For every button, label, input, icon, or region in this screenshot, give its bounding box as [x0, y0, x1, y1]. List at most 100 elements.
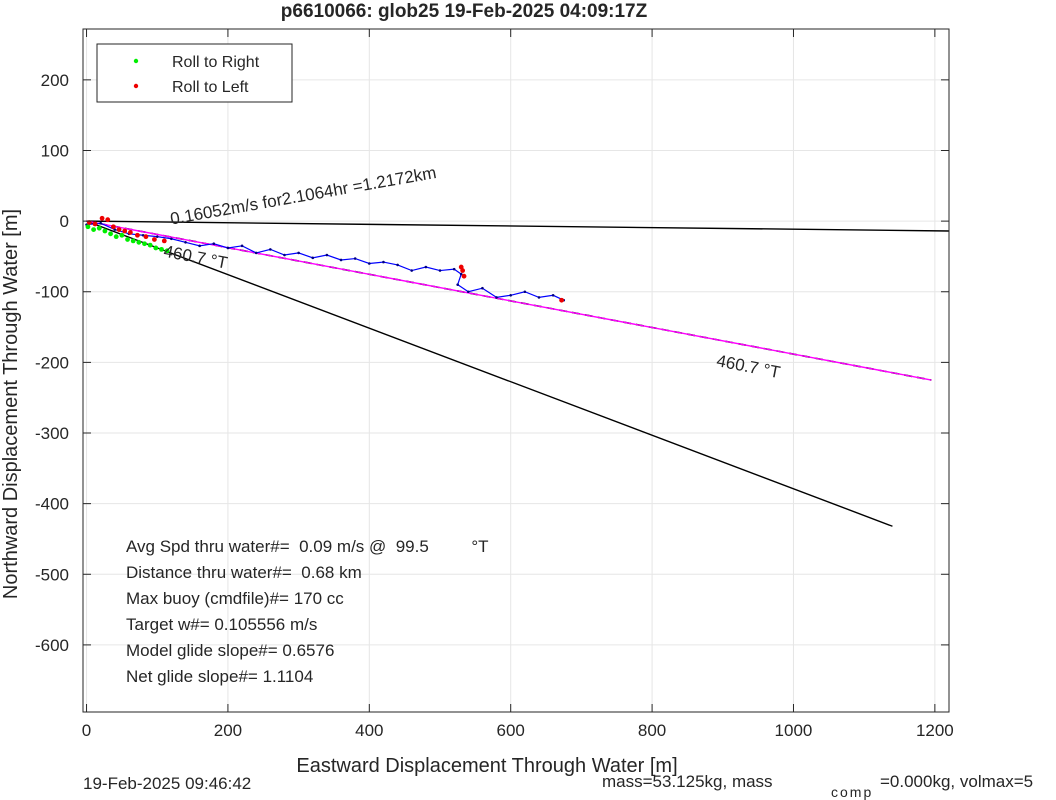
stats-avg-speed: Avg Spd thru water#= 0.09 m/s @ 99.5 °T — [126, 537, 489, 556]
roll-left-marker — [99, 215, 105, 221]
track-point — [523, 290, 527, 294]
roll-right-marker — [108, 231, 113, 237]
chart-title: p6610066: glob25 19-Feb-2025 04:09:17Z — [281, 1, 648, 22]
y-tick-label: 0 — [60, 212, 69, 231]
roll-right-marker — [147, 242, 153, 248]
plot-border — [82, 28, 950, 713]
roll-right-marker — [153, 245, 159, 251]
roll-right-marker — [96, 225, 102, 231]
roll-left-marker — [110, 224, 116, 230]
roll-left-marker — [161, 238, 167, 244]
footer-comp-subscript: comp — [831, 784, 873, 800]
roll-right-marker — [85, 224, 91, 230]
track-point — [382, 260, 385, 264]
plot-area — [83, 29, 949, 712]
track-point — [537, 296, 541, 299]
track-point — [184, 241, 187, 244]
track-point — [226, 246, 230, 250]
stats-distance: Distance thru water#= 0.68 km — [126, 563, 362, 582]
track-point — [297, 251, 300, 255]
track-point — [353, 257, 357, 260]
legend-box — [96, 43, 293, 103]
track-point — [254, 251, 258, 255]
roll-left-marker — [135, 232, 140, 238]
track — [85, 221, 566, 302]
roll-right-marker — [159, 246, 164, 252]
roll-left-marker — [143, 234, 149, 240]
roll-right-marker — [136, 239, 142, 245]
track-point — [456, 283, 459, 286]
track-point — [459, 272, 463, 276]
track-point — [495, 296, 498, 299]
track-point — [170, 237, 173, 241]
legend-marker-roll-right — [133, 58, 139, 64]
x-tick-label: 1000 — [775, 721, 813, 740]
x-ticks: 0 200 400 600 800 1000 1200 — [82, 29, 954, 740]
x-tick-label: 400 — [355, 721, 383, 740]
track-point — [452, 267, 456, 271]
roll-left-marker — [460, 268, 466, 273]
roll-right-marker — [113, 234, 119, 240]
roll-left-marker — [122, 228, 128, 234]
reference-line-1 — [86, 220, 950, 232]
stats-model-glide: Model glide slope#= 0.6576 — [126, 641, 334, 660]
x-tick-label: 0 — [82, 721, 91, 740]
track-point — [410, 269, 414, 272]
roll-markers — [85, 215, 564, 303]
legend: Roll to Right Roll to Left — [96, 43, 293, 103]
roll-left-marker — [127, 230, 133, 235]
grid — [83, 29, 949, 712]
footer-mass: mass=53.125kg, mass — [602, 772, 773, 791]
stats-net-glide: Net glide slope#= 1.1104 — [126, 667, 313, 686]
footer: 19-Feb-2025 09:46:42 mass=53.125kg, mass… — [83, 772, 1033, 800]
track-point — [283, 253, 286, 257]
legend-label-roll-right: Roll to Right — [172, 54, 260, 71]
y-tick-label: -300 — [35, 424, 69, 443]
roll-left-marker — [152, 237, 157, 242]
y-ticks: 200 100 0 -100 -200 -300 -400 -500 -600 — [35, 71, 949, 655]
footer-timestamp: 19-Feb-2025 09:46:42 — [83, 774, 251, 793]
roll-right-marker — [142, 241, 147, 247]
roll-left-marker — [92, 221, 98, 227]
track-point — [551, 293, 555, 297]
track-point — [212, 242, 216, 246]
track-point — [240, 244, 244, 248]
legend-label-roll-left: Roll to Left — [172, 79, 249, 96]
track-point — [269, 248, 272, 251]
roll-left-marker — [105, 217, 111, 223]
stats-max-buoy: Max buoy (cmdfile)#= 170 cc — [126, 589, 344, 608]
track-point — [509, 293, 512, 297]
roll-right-marker — [130, 238, 136, 244]
track-point — [99, 221, 102, 225]
roll-left-marker — [559, 297, 564, 303]
footer-volume: =0.000kg, volmax=5 — [880, 772, 1033, 791]
x-tick-label: 1200 — [916, 721, 954, 740]
track-point — [155, 235, 159, 238]
track-point — [466, 290, 470, 294]
x-tick-label: 600 — [497, 721, 525, 740]
track-point — [325, 253, 329, 257]
track-point — [311, 256, 315, 260]
y-tick-label: -100 — [35, 283, 69, 302]
legend-marker-roll-left — [133, 83, 139, 89]
stats-block: Avg Spd thru water#= 0.09 m/s @ 99.5 °T … — [126, 537, 489, 686]
y-axis-label: Northward Displacement Through Water [m] — [0, 209, 22, 599]
track-point — [339, 258, 343, 262]
stats-target-w: Target w#= 0.105556 m/s — [126, 615, 317, 634]
track-point — [198, 244, 201, 248]
track-point — [481, 286, 484, 290]
roll-right-marker — [125, 237, 130, 242]
y-tick-label: 100 — [41, 141, 69, 160]
roll-right-marker — [102, 228, 108, 234]
track-point — [396, 263, 399, 267]
x-tick-label: 200 — [214, 721, 242, 740]
y-tick-label: -600 — [35, 636, 69, 655]
x-axis-label: Eastward Displacement Through Water [m] — [296, 755, 677, 777]
roll-right-marker — [164, 248, 170, 254]
track-point — [368, 262, 371, 265]
roll-left-marker — [461, 273, 467, 279]
x-tick-label: 800 — [638, 721, 666, 740]
y-tick-label: 200 — [41, 71, 69, 90]
y-tick-label: -400 — [35, 495, 69, 514]
